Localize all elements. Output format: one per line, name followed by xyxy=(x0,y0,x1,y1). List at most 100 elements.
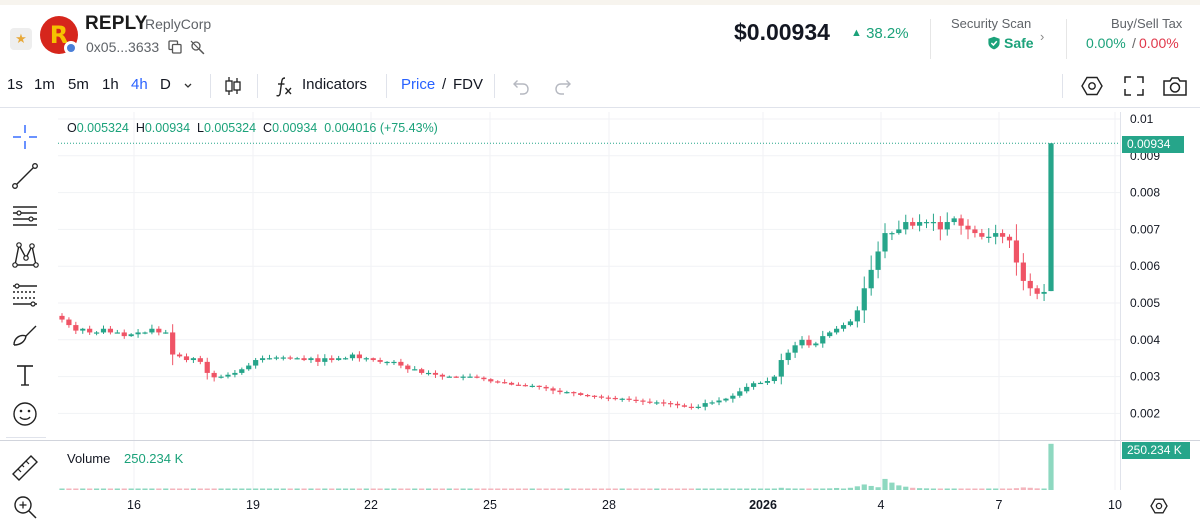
candle-body xyxy=(619,398,625,400)
candlestick-icon[interactable] xyxy=(221,74,245,98)
emoji-icon[interactable] xyxy=(10,399,40,429)
candle-body xyxy=(937,222,943,230)
pattern-icon[interactable] xyxy=(10,240,40,270)
text-tool-icon[interactable] xyxy=(10,360,40,390)
volume-bar xyxy=(287,488,293,490)
timeframe-1m[interactable]: 1m xyxy=(34,76,55,93)
indicators-fx-icon[interactable] xyxy=(272,74,296,98)
contract-scan-icon[interactable] xyxy=(190,40,205,55)
candle-body xyxy=(73,325,79,331)
candle-body xyxy=(764,381,771,383)
x-tick-label: 4 xyxy=(878,498,885,512)
candle-body xyxy=(868,269,874,289)
indicators-button[interactable]: Indicators xyxy=(302,76,368,93)
chevron-down-icon[interactable] xyxy=(182,74,194,98)
candle-body xyxy=(709,402,715,404)
crosshair-icon[interactable] xyxy=(10,122,40,152)
volume-bar xyxy=(937,488,943,490)
candle-body xyxy=(239,369,245,373)
candle-body xyxy=(744,386,750,392)
copy-icon[interactable] xyxy=(168,40,182,54)
candle-body xyxy=(585,395,591,397)
candle-body xyxy=(640,400,646,402)
timeframe-1s[interactable]: 1s xyxy=(7,76,23,93)
timeframe-4h[interactable]: 4h xyxy=(131,76,148,93)
volume-bar xyxy=(806,488,812,490)
volume-bar xyxy=(349,488,356,490)
price-toggle[interactable]: Price xyxy=(401,76,436,93)
candle-body xyxy=(460,376,466,378)
volume-bar xyxy=(502,488,508,490)
candle-body xyxy=(543,386,549,389)
candle-body xyxy=(349,354,356,359)
volume-bar xyxy=(183,488,190,490)
chevron-right-icon[interactable]: › xyxy=(1040,29,1045,44)
fdv-toggle[interactable]: FDV xyxy=(453,76,483,93)
candle-body xyxy=(59,315,65,320)
volume-bar xyxy=(889,482,895,490)
candle-body xyxy=(854,310,860,322)
candle-body xyxy=(363,358,369,360)
star-icon[interactable]: ★ xyxy=(10,28,32,50)
timeframe-d[interactable]: D xyxy=(160,76,171,93)
volume-bar xyxy=(419,488,425,490)
candle-body xyxy=(495,381,501,383)
timeframe-5m[interactable]: 5m xyxy=(68,76,89,93)
brush-icon[interactable] xyxy=(10,320,40,350)
candle-body xyxy=(875,251,881,270)
candle-body xyxy=(986,236,992,238)
candle-body xyxy=(253,360,259,366)
volume-bar xyxy=(170,488,176,490)
header-divider xyxy=(1066,19,1067,59)
volume-bar xyxy=(585,488,591,490)
tax-label: Buy/Sell Tax xyxy=(1111,16,1183,31)
candle-body xyxy=(716,400,722,403)
volume-bar xyxy=(591,488,598,490)
fib-retracement-icon[interactable] xyxy=(10,280,40,310)
candle-body xyxy=(550,388,556,391)
candle-body xyxy=(87,328,93,333)
redo-icon[interactable] xyxy=(551,74,575,98)
volume-bar xyxy=(114,488,120,490)
volume-bar xyxy=(757,488,764,490)
volume-bar xyxy=(612,488,618,490)
settings-hexagon-icon[interactable] xyxy=(1080,74,1104,98)
volume-bar xyxy=(405,488,411,490)
zoom-in-icon[interactable] xyxy=(10,492,40,520)
candle-body xyxy=(896,229,902,234)
volume-bar xyxy=(273,488,279,490)
candle-body xyxy=(405,365,411,370)
volume-bar xyxy=(460,488,466,490)
volume-bar xyxy=(910,487,916,490)
candle-body xyxy=(128,334,134,337)
volume-bar xyxy=(709,488,715,490)
candle-body xyxy=(156,328,162,333)
toolbar-divider xyxy=(210,74,211,98)
undo-icon[interactable] xyxy=(509,74,533,98)
horizontal-lines-icon[interactable] xyxy=(10,200,40,230)
volume-bar xyxy=(80,488,86,490)
chart-settings-gear-icon[interactable] xyxy=(1150,497,1168,515)
timeframe-1h[interactable]: 1h xyxy=(102,76,119,93)
token-logo-letter: R xyxy=(49,21,69,49)
security-status[interactable]: Safe xyxy=(1004,35,1034,51)
candle-body xyxy=(190,358,197,361)
camera-icon[interactable] xyxy=(1161,74,1189,98)
volume-bar xyxy=(785,488,791,490)
security-scan-label[interactable]: Security Scan xyxy=(951,16,1032,31)
volume-bar xyxy=(799,488,805,490)
volume-bar xyxy=(218,488,224,490)
volume-bar xyxy=(668,488,674,490)
fullscreen-icon[interactable] xyxy=(1122,74,1146,98)
volume-bar xyxy=(488,488,494,490)
candle-body xyxy=(661,402,667,404)
ohlc-open-value: 0.005324 xyxy=(76,121,129,135)
trend-line-icon[interactable] xyxy=(10,161,40,191)
ruler-icon[interactable] xyxy=(10,453,40,483)
volume-bar xyxy=(1006,488,1013,490)
volume-bar xyxy=(439,488,445,490)
y-tick-label: 0.004 xyxy=(1130,333,1160,347)
candle-body xyxy=(626,398,632,400)
ohlc-legend: O0.005324 H0.00934 L0.005324 C0.00934 0.… xyxy=(67,121,438,135)
